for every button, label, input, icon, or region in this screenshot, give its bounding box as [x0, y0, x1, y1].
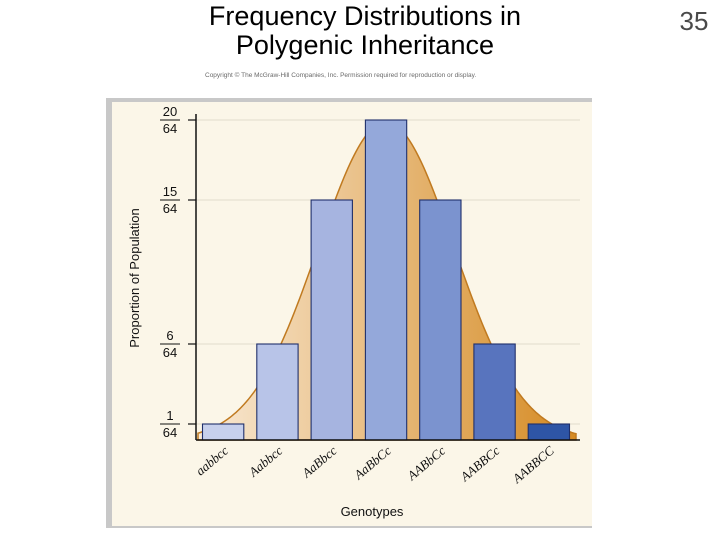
y-tick-numerator: 6 [166, 328, 173, 343]
y-axis-label: Proportion of Population [127, 208, 142, 347]
axes [195, 114, 580, 441]
x-tick-AaBbcc: AaBbcc [298, 443, 340, 481]
x-tick-Aabbcc: Aabbcc [245, 443, 285, 480]
y-tick-denominator: 64 [163, 425, 177, 440]
bar-Aabbcc [256, 343, 299, 441]
slide-title-line-2: Polygenic Inheritance [235, 30, 495, 60]
y-tick-numerator: 1 [166, 408, 173, 423]
slide-number: 35 [679, 6, 709, 36]
bar-AABbCc [419, 199, 462, 441]
x-tick-aabbcc: aabbcc [193, 443, 232, 479]
bar-AaBbCc [364, 119, 408, 441]
slide-title: Frequency Distributions in Polygenic Inh… [120, 2, 610, 60]
y-tick-6-64: 664 [160, 328, 196, 360]
y-tick-numerator: 20 [163, 104, 177, 119]
bar-AABBCc [473, 343, 516, 441]
y-tick-numerator: 15 [163, 184, 177, 199]
x-tick-AABBCc: AABBCc [457, 443, 503, 485]
y-tick-1-64: 164 [160, 408, 196, 440]
x-tick-AaBbCc: AaBbCc [350, 443, 394, 483]
bar-AABBCC [527, 423, 571, 441]
bars [201, 119, 571, 441]
x-tick-AABbCc: AABbCc [404, 443, 449, 484]
bar-aabbcc [201, 423, 245, 441]
x-axis-label: Genotypes [341, 504, 404, 519]
y-tick-denominator: 64 [163, 121, 177, 136]
x-tick-AABBCC: AABBCC [509, 443, 557, 487]
bar-AaBbcc [310, 199, 353, 441]
y-tick-denominator: 64 [163, 201, 177, 216]
copyright-notice: Copyright © The McGraw-Hill Companies, I… [205, 72, 477, 79]
x-tick-labels: aabbcc Aabbcc AaBbcc AaBbCc AABbCc AABBCc AABB… [193, 443, 557, 487]
y-tick-denominator: 64 [163, 345, 177, 360]
slide-title-line-1: Frequency Distributions in [208, 1, 522, 31]
